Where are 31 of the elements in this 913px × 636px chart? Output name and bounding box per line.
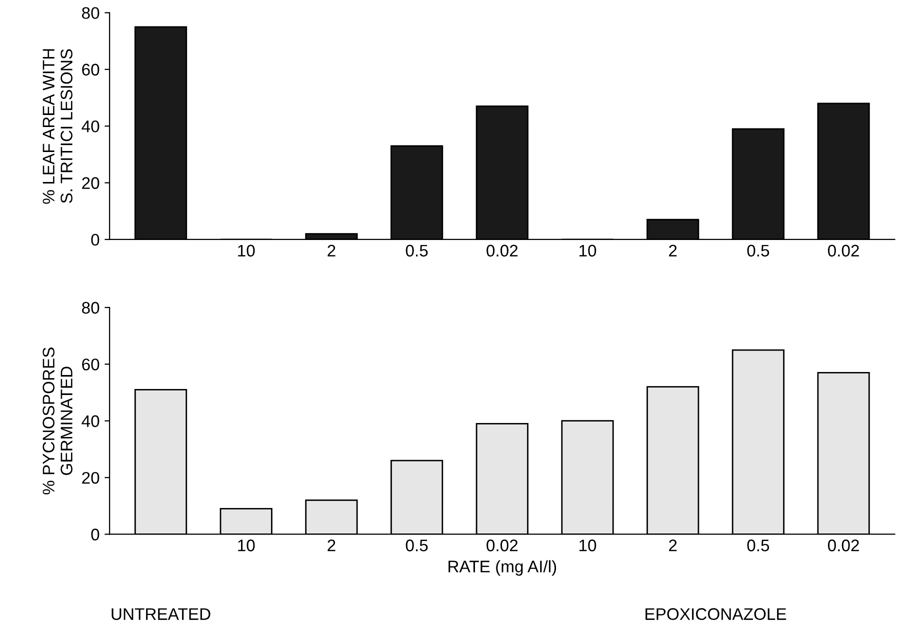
x-tick-label: 0.5 [406, 540, 428, 552]
x-tick-label: 10 [238, 540, 255, 552]
y-axis-title: % PYCNOSPORES GERMINATED [42, 348, 72, 494]
x-tick-label: 2 [669, 540, 677, 552]
x-tick-label: 10 [580, 244, 596, 257]
y-tick-label: 0 [91, 528, 100, 540]
x-tick-label: 2 [669, 244, 677, 256]
x-tick-label: 0.02 [486, 244, 518, 257]
x-tick-label: 2 [328, 244, 336, 256]
x-tick-label: 0.5 [406, 244, 428, 257]
text: UNTREATED [112, 608, 210, 620]
x-tick-label: 0.5 [747, 244, 770, 257]
y-tick-label: 80 [82, 302, 100, 314]
y-tick-label: 20 [82, 472, 100, 484]
text: EPOXICONAZOLE [646, 608, 786, 620]
x-tick-label: 0.5 [747, 540, 770, 552]
x-tick-label: 2 [328, 540, 336, 552]
y-tick-label: 40 [82, 120, 100, 132]
y-tick-label: 60 [82, 64, 100, 76]
x-tick-label: 10 [580, 540, 596, 552]
x-tick-label: 0.02 [486, 540, 518, 552]
y-tick-label: 0 [91, 234, 100, 246]
y-tick-label: 80 [82, 7, 100, 19]
x-tick-label: 10 [238, 244, 255, 257]
y-tick-label: 60 [82, 358, 100, 370]
y-tick-label: 40 [82, 415, 100, 428]
x-tick-label: 0.02 [828, 540, 859, 552]
x-axis-title: RATE (mg AI/l) [448, 560, 556, 576]
y-tick-label: 20 [82, 177, 100, 189]
x-tick-label: 0.02 [828, 244, 859, 257]
y-axis-title: % LEAF AREA WITH S. TRITICI LESIONS [42, 49, 72, 204]
